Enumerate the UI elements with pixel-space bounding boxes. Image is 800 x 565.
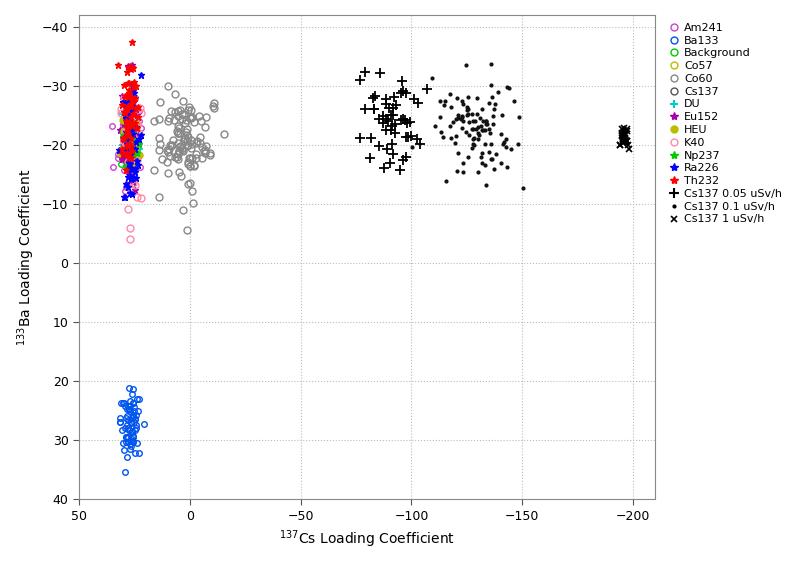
- X-axis label: $^{137}$Cs Loading Coefficient: $^{137}$Cs Loading Coefficient: [279, 528, 455, 550]
- Legend: Am241, Ba133, Background, Co57, Co60, Cs137, DU, Eu152, HEU, K40, Np237, Ra226, : Am241, Ba133, Background, Co57, Co60, Cs…: [666, 20, 785, 227]
- Y-axis label: $^{133}$Ba Loading Coefficient: $^{133}$Ba Loading Coefficient: [15, 168, 37, 346]
